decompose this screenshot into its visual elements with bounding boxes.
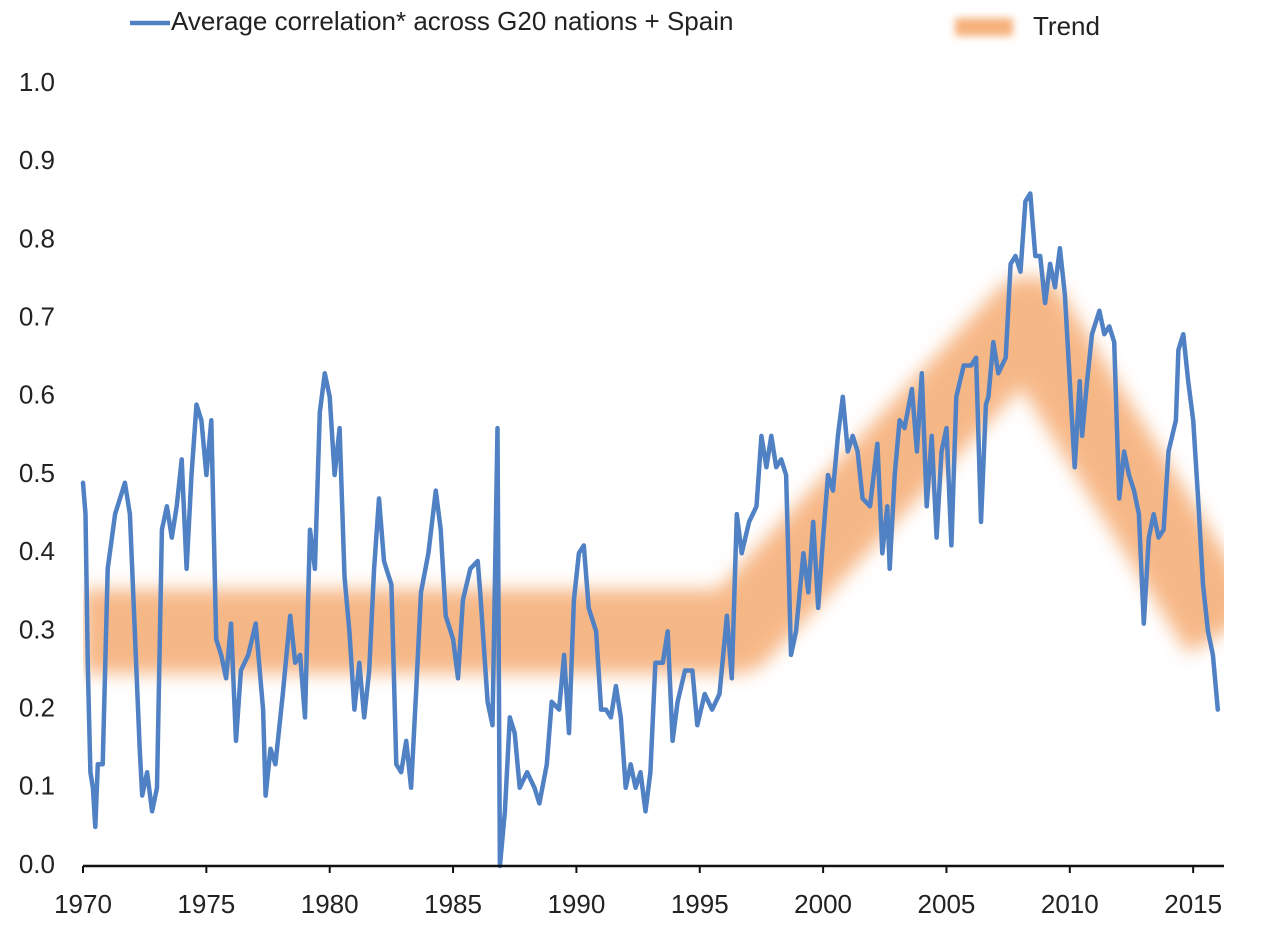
legend: Average correlation* across G20 nations … [130,6,1100,41]
line-layer [80,191,1221,869]
y-tick-label: 0.1 [19,771,55,801]
legend-label: Average correlation* across G20 nations … [171,6,733,36]
y-tick-label: 0.5 [19,458,55,488]
y-tick-label: 0.4 [19,536,55,566]
x-tick-label: 2010 [1041,889,1099,919]
x-tick-label: 2000 [794,889,852,919]
y-tick-label: 1.0 [19,67,55,97]
axes: 0.0 0.1 0.2 0.3 0.4 0.5 0.6 0.7 0.8 0.9 1.0 1970 197… [19,67,1224,919]
x-tick-label: 1995 [671,889,729,919]
y-tick-label: 0.0 [19,849,55,879]
y-tick-label: 0.7 [19,301,55,331]
x-tick-label: 1975 [177,889,235,919]
y-tick-label: 0.8 [19,223,55,253]
trend-band [83,276,1224,674]
y-tick-label: 0.6 [19,380,55,410]
x-tick-label: 1990 [547,889,605,919]
y-tick-label: 0.3 [19,614,55,644]
y-tick-label: 0.9 [19,145,55,175]
x-tick-label: 2015 [1164,889,1222,919]
legend-swatch [955,18,1013,36]
y-tick-label: 0.2 [19,692,55,722]
x-tick-label: 1970 [54,889,112,919]
series-line [80,191,1221,869]
legend-label: Trend [1033,11,1100,41]
x-tick-label: 1985 [424,889,482,919]
trend-layer [83,276,1224,674]
x-tick-label: 2005 [918,889,976,919]
x-tick-label: 1980 [301,889,359,919]
